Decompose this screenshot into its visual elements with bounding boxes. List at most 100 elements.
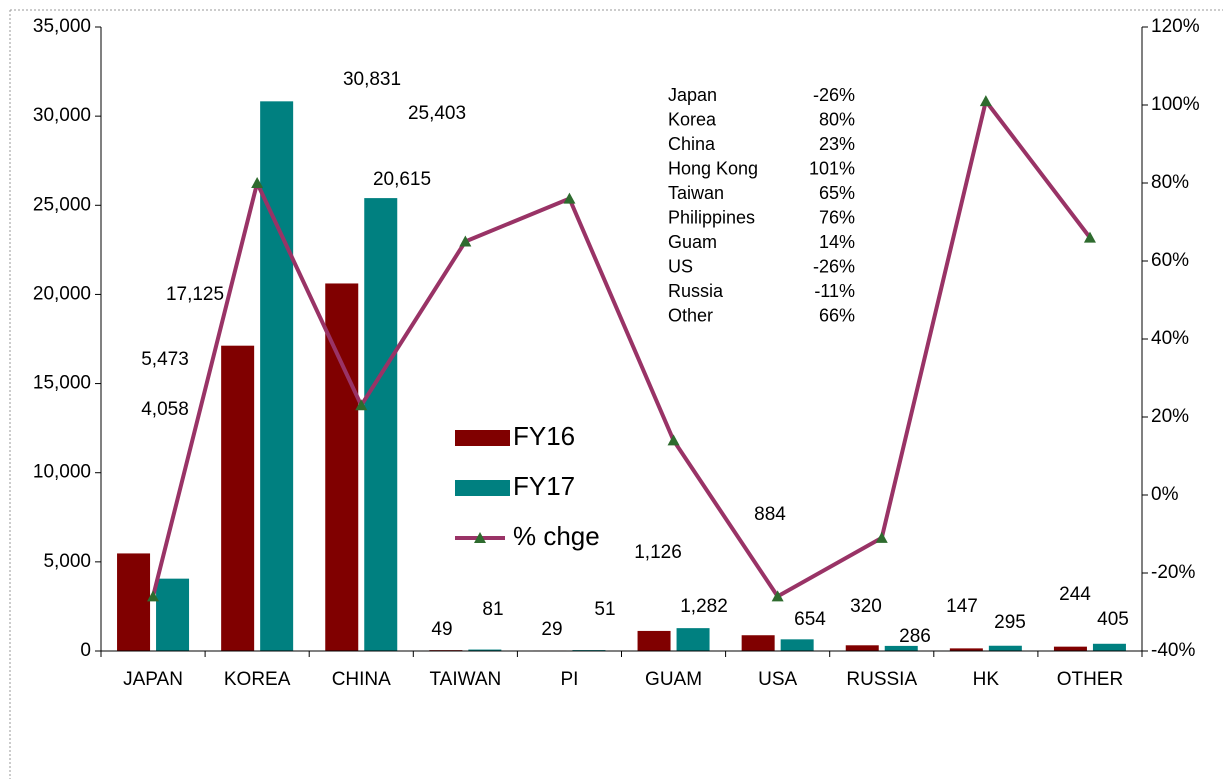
legend-label: FY16 — [513, 421, 575, 451]
data-label: 81 — [482, 599, 503, 620]
table-name: Hong Kong — [668, 158, 758, 178]
table-name: Other — [668, 305, 713, 325]
line-marker — [667, 434, 680, 446]
data-label: 49 — [431, 619, 452, 640]
data-label: 4,058 — [141, 399, 189, 420]
y-tick-label: 5,000 — [43, 551, 91, 572]
table-value: 76% — [819, 207, 855, 227]
table-value: 23% — [819, 134, 855, 154]
data-label: 295 — [994, 612, 1026, 633]
bar — [364, 198, 398, 651]
table-name: Guam — [668, 232, 717, 252]
bar — [988, 645, 1022, 651]
table-name: Japan — [668, 85, 717, 105]
data-label: 654 — [794, 609, 826, 630]
table-value: -11% — [814, 281, 855, 301]
x-tick-label: OTHER — [1057, 669, 1124, 690]
x-tick-label: GUAM — [645, 669, 702, 690]
legend-label: % chge — [513, 521, 600, 551]
table-name: China — [668, 134, 716, 154]
line-marker — [1083, 231, 1096, 243]
x-tick-label: CHINA — [332, 669, 391, 690]
line-marker — [875, 531, 888, 543]
table-name: Philippines — [668, 207, 755, 227]
y-tick-label: 25,000 — [33, 194, 91, 215]
table-name: US — [668, 256, 693, 276]
bar — [156, 578, 190, 651]
bar — [260, 101, 294, 651]
line-marker — [979, 95, 992, 107]
table-value: -26% — [813, 256, 855, 276]
x-tick-label: HK — [973, 669, 1000, 690]
bar — [117, 553, 151, 651]
bar — [468, 649, 502, 651]
data-label: 1,282 — [680, 596, 728, 617]
y2-tick-label: 40% — [1151, 328, 1189, 349]
bar — [221, 345, 255, 651]
line-marker — [147, 590, 160, 602]
data-label: 320 — [850, 596, 882, 617]
data-label: 405 — [1097, 609, 1129, 630]
y2-tick-label: 80% — [1151, 172, 1189, 193]
data-label: 5,473 — [141, 349, 189, 370]
table-value: 80% — [819, 109, 855, 129]
table-value: -26% — [813, 85, 855, 105]
data-label: 20,615 — [373, 169, 431, 190]
table-value: 65% — [819, 183, 855, 203]
line — [151, 99, 1092, 599]
bar — [845, 645, 879, 651]
bar — [949, 648, 983, 651]
bar — [637, 630, 671, 651]
data-label: 30,831 — [343, 69, 401, 90]
y-tick-label: 30,000 — [33, 105, 91, 126]
y2-tick-label: 100% — [1151, 94, 1200, 115]
bar — [1053, 646, 1087, 651]
x-tick-label: RUSSIA — [846, 669, 917, 690]
data-label: 51 — [594, 599, 615, 620]
bar — [780, 639, 814, 651]
y-tick-label: 10,000 — [33, 462, 91, 483]
data-label: 25,403 — [408, 103, 466, 124]
bar — [676, 628, 710, 651]
table-value: 66% — [819, 305, 855, 325]
legend-marker — [474, 532, 486, 543]
table-name: Russia — [668, 281, 724, 301]
bar — [884, 645, 918, 651]
data-label: 244 — [1059, 584, 1091, 605]
y2-tick-label: -20% — [1151, 562, 1195, 583]
table-value: 14% — [819, 232, 855, 252]
line-marker — [563, 192, 576, 204]
x-tick-label: JAPAN — [123, 669, 183, 690]
y2-tick-label: 120% — [1151, 16, 1200, 37]
legend-swatch — [455, 430, 510, 446]
line-marker — [355, 399, 368, 411]
bar — [1092, 643, 1126, 651]
legend-swatch — [455, 480, 510, 496]
y2-tick-label: 20% — [1151, 406, 1189, 427]
line-marker — [251, 177, 264, 188]
data-label: 17,125 — [166, 284, 224, 305]
x-tick-label: PI — [560, 669, 578, 690]
y-tick-label: 15,000 — [33, 373, 91, 394]
table-name: Korea — [668, 109, 717, 129]
y2-tick-label: 60% — [1151, 250, 1189, 271]
bar — [741, 635, 775, 651]
line-marker — [771, 590, 784, 602]
x-tick-label: TAIWAN — [429, 669, 501, 690]
y-tick-label: 35,000 — [33, 16, 91, 37]
y2-tick-label: 0% — [1151, 484, 1179, 505]
legend-label: FY17 — [513, 471, 575, 501]
table-value: 101% — [809, 158, 855, 178]
y-tick-label: 0 — [80, 640, 91, 661]
y2-tick-label: -40% — [1151, 640, 1195, 661]
x-tick-label: USA — [758, 669, 797, 690]
data-label: 286 — [899, 626, 931, 647]
table-name: Taiwan — [668, 183, 724, 203]
y-tick-label: 20,000 — [33, 283, 91, 304]
x-tick-label: KOREA — [224, 669, 291, 690]
data-label: 29 — [541, 619, 562, 640]
data-label: 147 — [946, 596, 978, 617]
line-marker — [459, 235, 472, 247]
data-label: 884 — [754, 504, 786, 525]
